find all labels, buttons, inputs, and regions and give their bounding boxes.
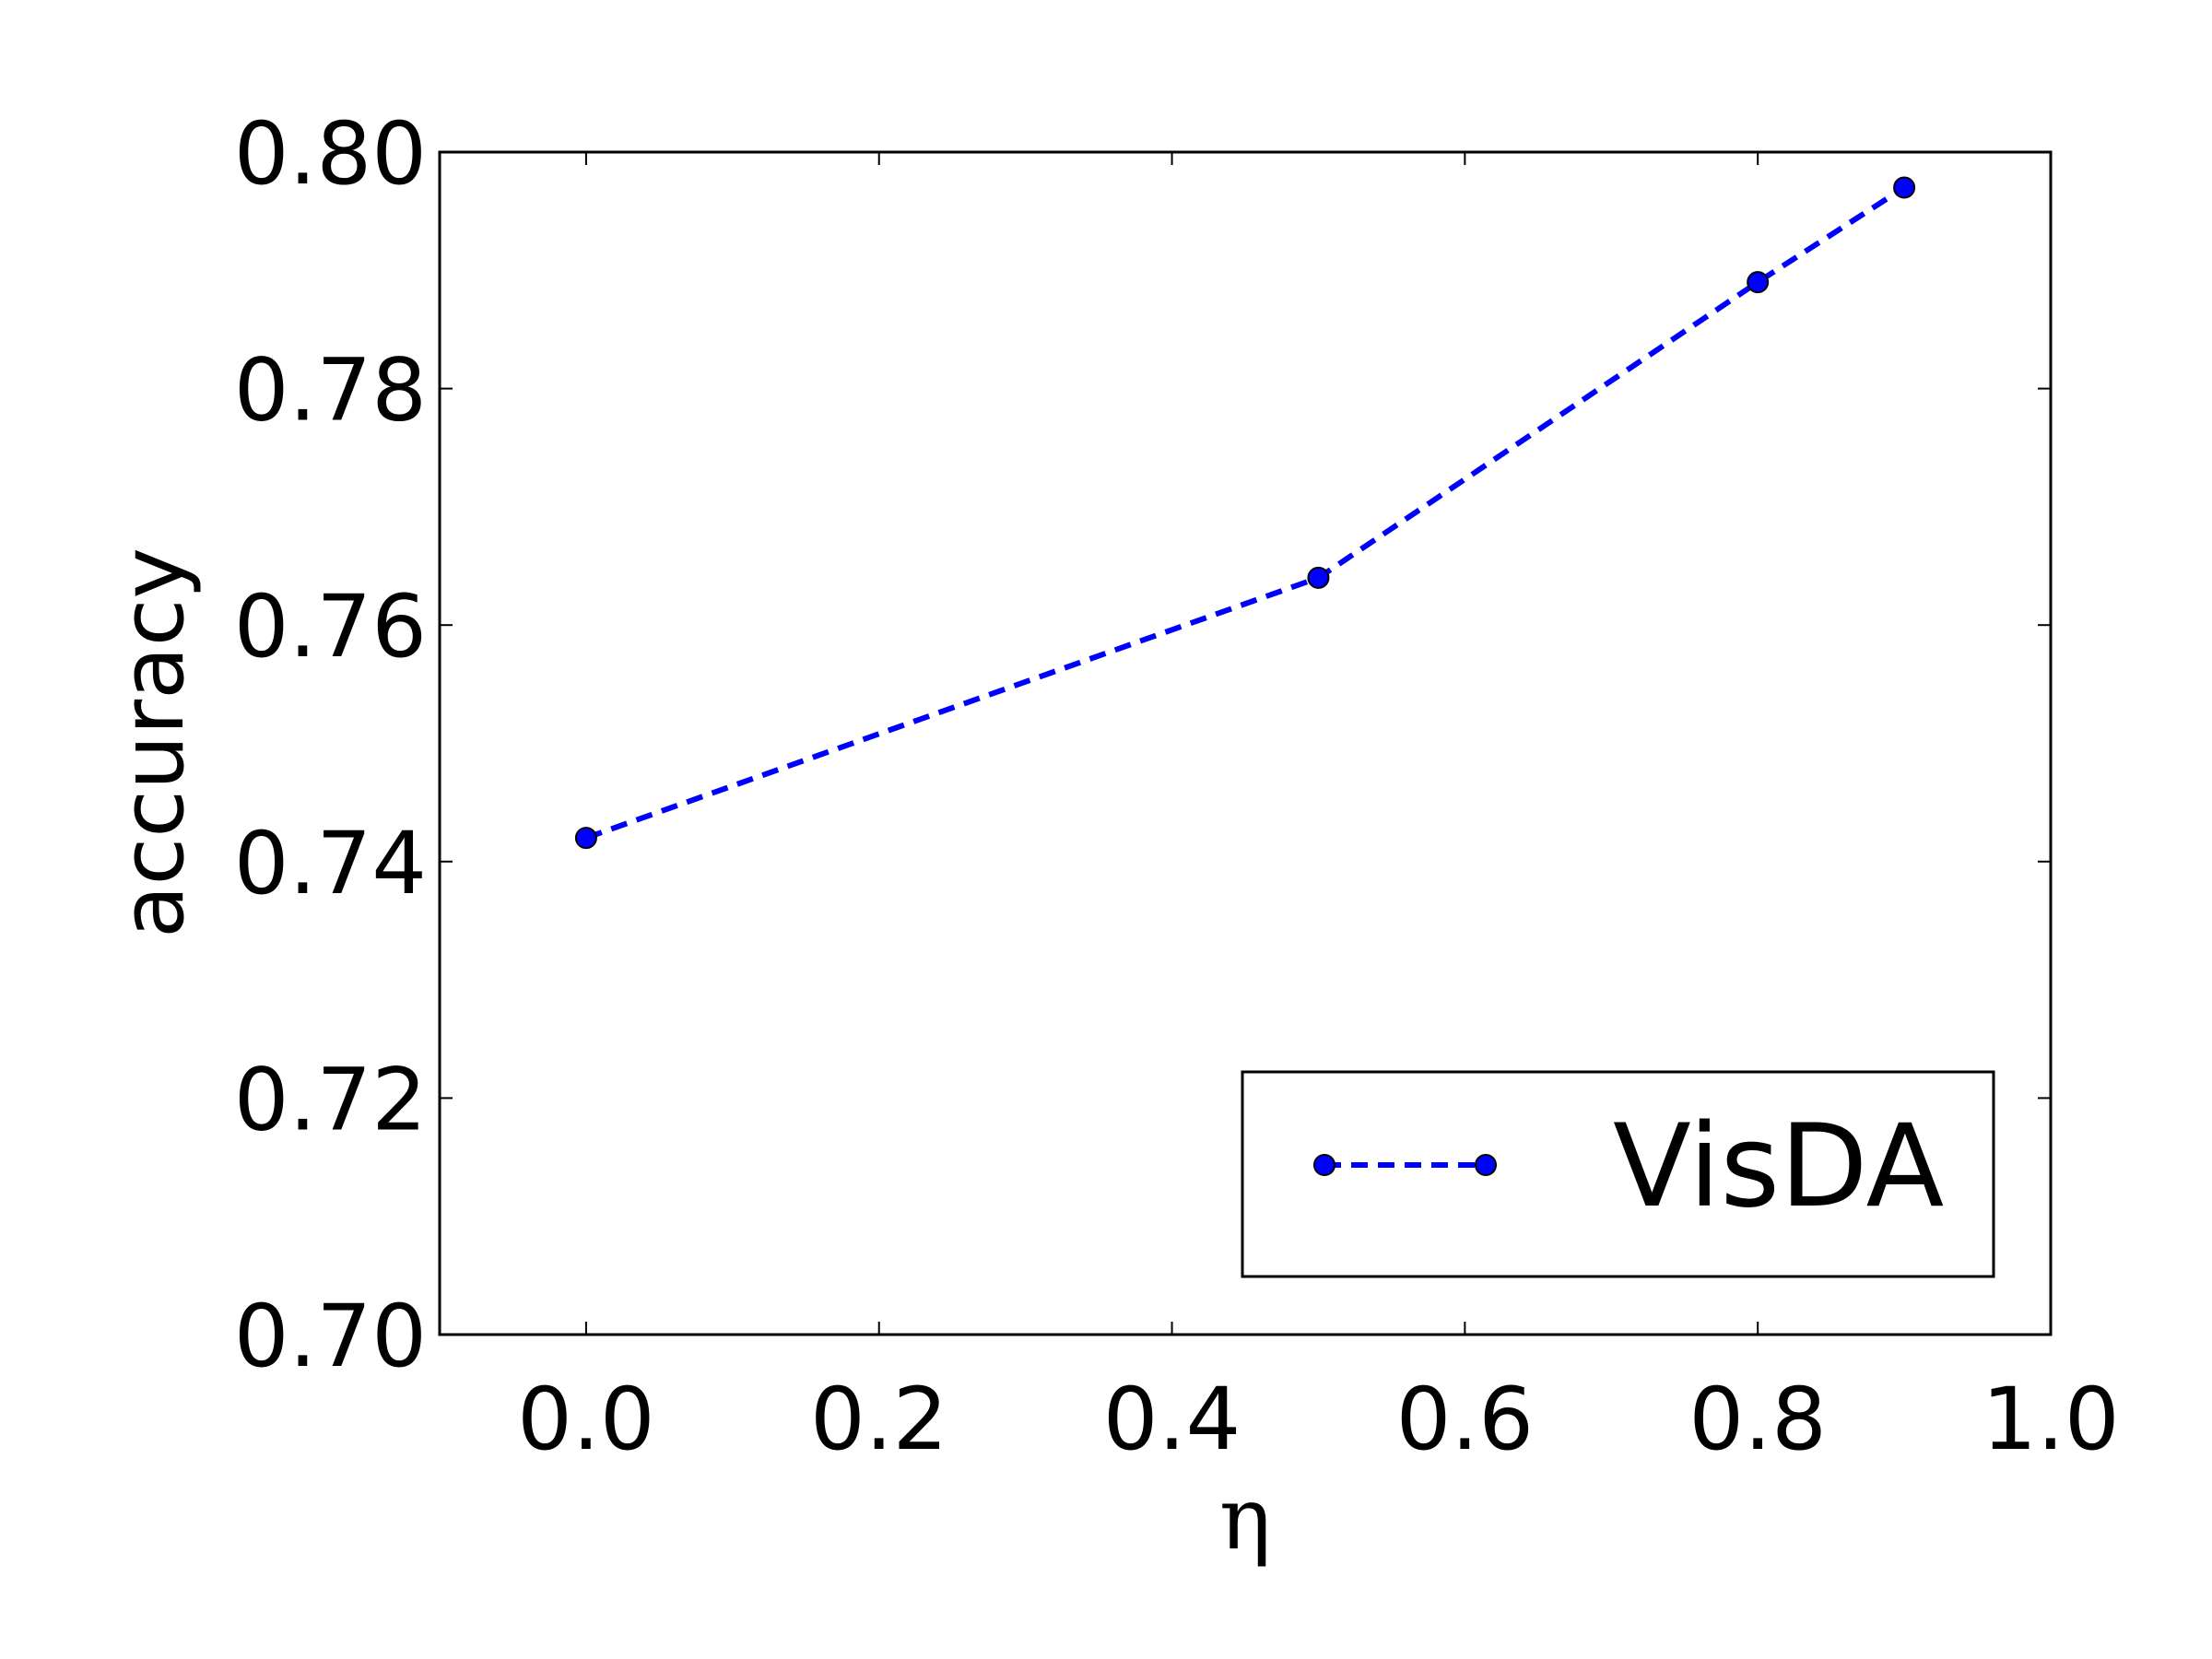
y-tick-label: 0.78 [234, 341, 427, 441]
y-tick-label: 0.72 [234, 1050, 427, 1150]
y-ticks: 0.70 0.72 0.74 0.76 0.78 0.80 [234, 104, 2051, 1387]
y-tick-label: 0.80 [234, 104, 427, 205]
x-axis-label: η [1219, 1469, 1271, 1570]
legend-label: VisDA [1613, 1100, 1944, 1233]
plot-frame [438, 150, 2053, 1336]
y-tick-label: 0.74 [234, 814, 427, 914]
y-tick-label: 0.70 [234, 1287, 427, 1387]
data-point [1747, 271, 1770, 294]
x-tick-label: 0.6 [1396, 1370, 1535, 1470]
y-tick-label: 0.76 [234, 577, 427, 677]
data-point [1307, 566, 1330, 589]
legend-marker [1313, 1154, 1335, 1176]
x-tick-label: 0.0 [517, 1370, 655, 1470]
y-axis-label: accuracy [103, 547, 204, 938]
legend-box [1241, 1070, 1995, 1278]
x-ticks: 0.0 0.2 0.4 0.6 0.8 1.0 [517, 152, 2120, 1470]
x-tick-label: 0.8 [1688, 1370, 1827, 1470]
legend: VisDA [1241, 1070, 1995, 1278]
x-tick-label: 0.4 [1103, 1370, 1241, 1470]
data-point [1893, 176, 1916, 199]
legend-marker [1475, 1154, 1497, 1176]
series-line [584, 184, 1906, 841]
x-tick-label: 0.2 [810, 1370, 948, 1470]
data-point [574, 827, 597, 850]
x-tick-label: 1.0 [1982, 1370, 2120, 1470]
series-layer [574, 176, 1916, 850]
